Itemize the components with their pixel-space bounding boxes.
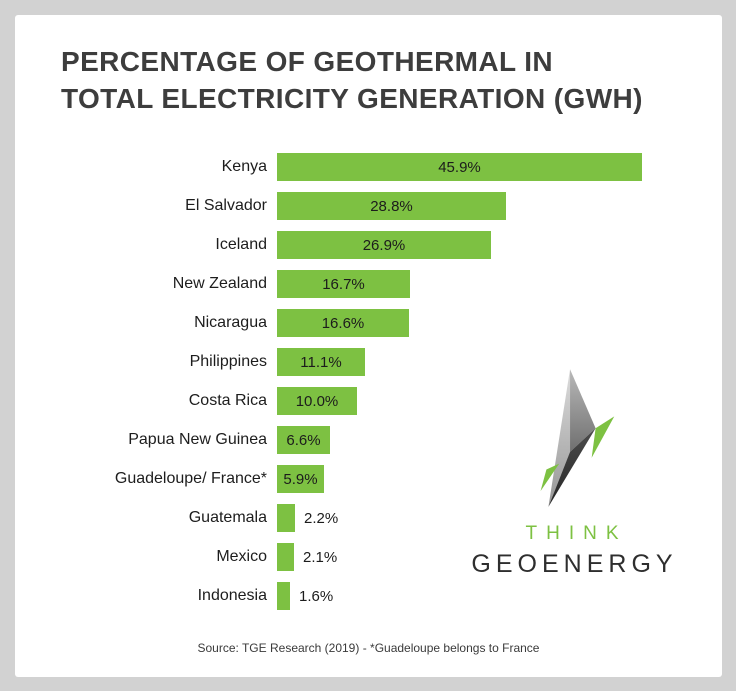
bar-area: 11.1%: [277, 348, 722, 376]
chart-row: Costa Rica 10.0%: [15, 387, 722, 415]
bar-area: 45.9%: [277, 153, 722, 181]
value-label: 45.9%: [438, 158, 481, 176]
bar-area: 6.6%: [277, 426, 722, 454]
chart-row: Philippines 11.1%: [15, 348, 722, 376]
bar-chart: Kenya 45.9% El Salvador 28.8% Iceland 26.9% Ne…: [15, 153, 722, 621]
category-label: Iceland: [215, 236, 267, 253]
bar: [277, 582, 290, 610]
bar: 10.0%: [277, 387, 357, 415]
value-label: 2.1%: [303, 548, 338, 566]
category-label: Papua New Guinea: [128, 431, 267, 448]
thinkgeoenergy-logo: THINK GEOENERGY: [447, 367, 697, 579]
bar-area: 28.8%: [277, 192, 722, 220]
bar-area: 26.9%: [277, 231, 722, 259]
value-label: 28.8%: [370, 197, 413, 215]
bar: 45.9%: [277, 153, 642, 181]
bar-area: 2.2%: [277, 504, 722, 532]
logo-think-text: THINK: [525, 523, 628, 544]
category-label: Nicaragua: [194, 314, 267, 331]
chart-row: Iceland 26.9%: [15, 231, 722, 259]
chart-row: Mexico 2.1%: [15, 543, 722, 571]
bar-area: 1.6%: [277, 582, 722, 610]
chart-title: PERCENTAGE OF GEOTHERMAL IN TOTAL ELECTRI…: [61, 43, 643, 117]
bar: [277, 543, 294, 571]
chart-rows: Kenya 45.9% El Salvador 28.8% Iceland 26.9% Ne…: [15, 153, 722, 610]
bar: 16.7%: [277, 270, 410, 298]
value-label: 26.9%: [362, 236, 406, 254]
category-label: El Salvador: [185, 197, 267, 214]
bar-area: 16.7%: [277, 270, 722, 298]
value-label: 11.1%: [300, 353, 342, 371]
value-label: 2.2%: [304, 509, 339, 527]
chart-row: Guadeloupe/ France* 5.9%: [15, 465, 722, 493]
chart-row: New Zealand 16.7%: [15, 270, 722, 298]
category-label: Guadeloupe/ France*: [114, 470, 267, 487]
chart-row: Guatemala 2.2%: [15, 504, 722, 532]
bar: 5.9%: [277, 465, 324, 493]
value-label: 16.6%: [321, 314, 365, 332]
value-label: 10.0%: [295, 392, 339, 410]
value-label: 6.6%: [286, 431, 321, 449]
chart-row: Papua New Guinea 6.6%: [15, 426, 722, 454]
source-note: Source: TGE Research (2019) - *Guadeloup…: [197, 641, 540, 655]
category-label: Kenya: [221, 158, 267, 175]
value-label: 1.6%: [299, 587, 334, 605]
value-label: 5.9%: [283, 470, 318, 488]
chart-row: Nicaragua 16.6%: [15, 309, 722, 337]
chart-title-line1: PERCENTAGE OF GEOTHERMAL IN: [61, 46, 554, 77]
logo-geoenergy-text: GEOENERGY: [471, 550, 678, 578]
bar: 11.1%: [277, 348, 365, 376]
category-label: Mexico: [216, 548, 267, 565]
chart-row: El Salvador 28.8%: [15, 192, 722, 220]
category-label: Philippines: [189, 353, 267, 370]
logo-arrow-icon: [540, 369, 615, 507]
chart-row: Indonesia 1.6%: [15, 582, 722, 610]
category-label: New Zealand: [172, 275, 267, 292]
value-label: 16.7%: [322, 275, 365, 293]
bar: 6.6%: [277, 426, 330, 454]
bar: 28.8%: [277, 192, 506, 220]
category-label: Indonesia: [197, 587, 267, 604]
category-label: Costa Rica: [188, 392, 267, 409]
bar-area: 16.6%: [277, 309, 722, 337]
category-label: Guatemala: [188, 509, 267, 526]
bar-area: 2.1%: [277, 543, 722, 571]
infographic-card: PERCENTAGE OF GEOTHERMAL IN TOTAL ELECTRI…: [15, 15, 722, 677]
bar: 26.9%: [277, 231, 491, 259]
bar: 16.6%: [277, 309, 409, 337]
bar-area: 5.9%: [277, 465, 722, 493]
chart-row: Kenya 45.9%: [15, 153, 722, 181]
chart-title-line2: TOTAL ELECTRICITY GENERATION (GWH): [61, 83, 643, 115]
bar-area: 10.0%: [277, 387, 722, 415]
bar: [277, 504, 295, 532]
